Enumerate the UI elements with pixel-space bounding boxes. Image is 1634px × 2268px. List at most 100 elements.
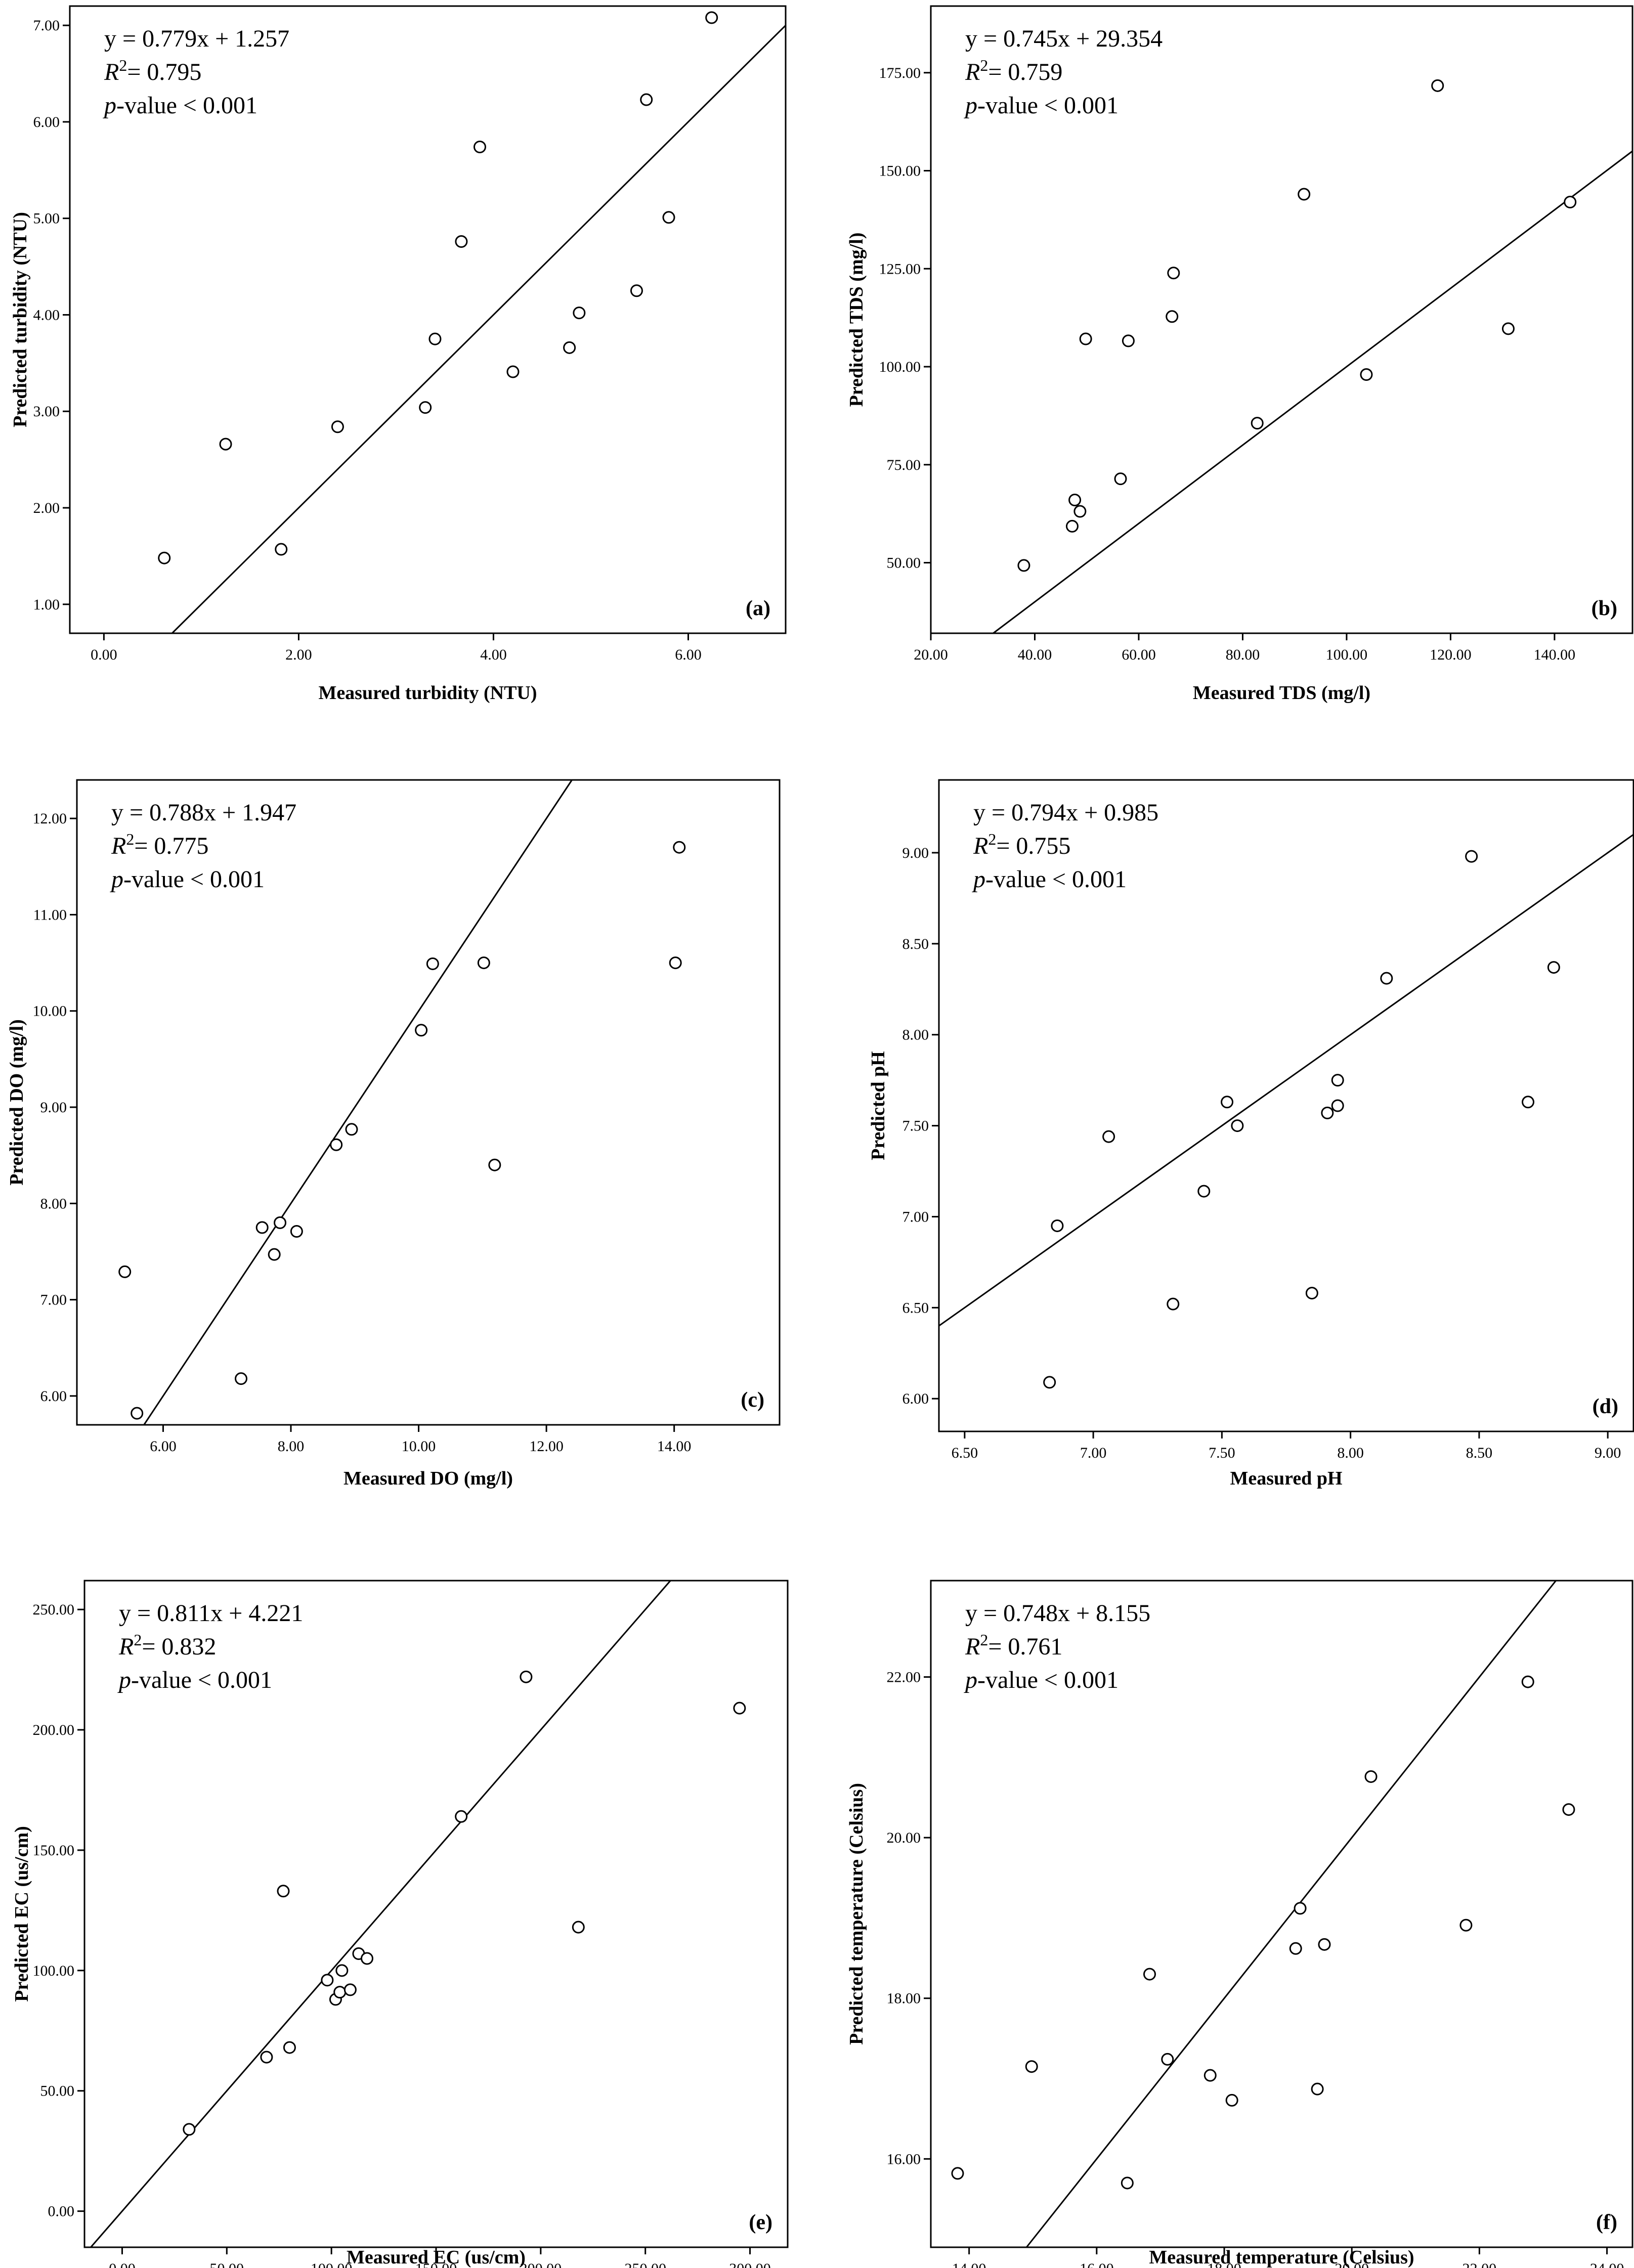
data-point <box>1122 334 1135 347</box>
p-value: p-value < 0.001 <box>964 92 1119 119</box>
y-tick-label: 150.00 <box>879 163 921 180</box>
data-point <box>1318 1938 1331 1951</box>
data-point <box>1321 1106 1334 1119</box>
r-squared-value: = 0.795 <box>127 59 201 85</box>
x-tick-label: 2.00 <box>285 646 312 663</box>
p-value: p-value < 0.001 <box>103 92 257 119</box>
x-tick-label: 80.00 <box>1226 646 1260 663</box>
data-point <box>1547 961 1560 974</box>
r-symbol: R <box>118 1633 134 1660</box>
r-superscript: 2 <box>119 56 127 74</box>
data-point <box>1203 2069 1217 2082</box>
plot-frame <box>938 779 1634 1432</box>
x-tick-label: 20.00 <box>914 646 948 663</box>
data-point <box>1043 1376 1056 1389</box>
data-point <box>333 1986 347 1999</box>
data-point <box>733 1702 746 1715</box>
y-tick-label: 18.00 <box>887 1990 921 2007</box>
x-tick-label: 6.00 <box>675 646 702 663</box>
panel-label: (b) <box>1592 597 1617 620</box>
y-tick-label: 5.00 <box>33 210 60 227</box>
r-superscript: 2 <box>980 1631 988 1649</box>
y-tick-label: 11.00 <box>33 906 67 923</box>
data-point <box>506 365 520 378</box>
data-point <box>1025 2060 1038 2073</box>
data-point <box>1167 267 1180 280</box>
data-point <box>1017 559 1030 572</box>
r-symbol: R <box>973 833 988 859</box>
regression-equation: y = 0.779x + 1.257 <box>104 25 289 52</box>
data-point <box>673 841 686 854</box>
data-point <box>274 1216 287 1229</box>
panel-label: (d) <box>1593 1395 1618 1418</box>
y-tick-label: 2.00 <box>33 500 60 516</box>
p-value-text: -value < 0.001 <box>123 866 265 893</box>
data-point <box>255 1221 269 1234</box>
x-axis-label: Measured pH <box>1230 1468 1342 1489</box>
data-point <box>1522 1096 1535 1109</box>
x-tick-label: 200.00 <box>520 2260 562 2268</box>
x-tick-label: 10.00 <box>402 1438 436 1455</box>
x-tick-label: 250.00 <box>624 2260 666 2268</box>
data-point <box>1121 2176 1134 2190</box>
data-point <box>183 2123 196 2136</box>
r-superscript: 2 <box>134 1631 142 1649</box>
y-tick-label: 6.50 <box>902 1299 929 1316</box>
x-axis-label: Measured DO (mg/l) <box>343 1468 513 1489</box>
data-point <box>426 957 439 970</box>
r-superscript: 2 <box>980 56 988 74</box>
data-point <box>219 438 232 451</box>
data-point <box>1221 1096 1234 1109</box>
y-tick-label: 12.00 <box>33 810 67 827</box>
p-value-text: -value < 0.001 <box>977 1667 1119 1693</box>
data-point <box>1289 1942 1302 1955</box>
p-value-text: -value < 0.001 <box>116 92 257 119</box>
data-point <box>1231 1119 1244 1132</box>
data-point <box>455 1810 468 1823</box>
plot-frame <box>69 5 787 634</box>
y-tick-label: 1.00 <box>33 596 60 613</box>
regression-equation: y = 0.748x + 8.155 <box>965 1600 1150 1627</box>
x-tick-label: 8.00 <box>1337 1445 1364 1461</box>
y-axis-label: Predicted TDS (mg/l) <box>846 233 867 407</box>
data-point <box>1431 79 1444 92</box>
x-tick-label: 20.00 <box>1335 2260 1369 2268</box>
y-tick-label: 6.00 <box>33 114 60 130</box>
p-value-text: -value < 0.001 <box>985 866 1127 893</box>
data-point <box>260 2051 273 2064</box>
p-value-text: -value < 0.001 <box>131 1667 272 1693</box>
x-tick-label: 8.00 <box>278 1438 305 1455</box>
p-value-text: -value < 0.001 <box>977 92 1119 119</box>
r-symbol: R <box>104 59 119 85</box>
data-point <box>1251 417 1264 430</box>
data-point <box>1166 310 1179 323</box>
panel-d: 6.50 7.00 7.50 8.00 8.50 9.00 6.00 6.50 7.00 7.50… <box>868 779 1634 1489</box>
data-point <box>1331 1099 1344 1112</box>
data-point <box>275 543 288 556</box>
data-point <box>1311 2082 1324 2096</box>
y-tick-label: 7.50 <box>902 1118 929 1135</box>
data-point <box>1364 1770 1378 1783</box>
r-squared-value: = 0.755 <box>996 833 1070 859</box>
data-point <box>662 211 675 224</box>
panel-a: 0.00 2.00 4.00 6.00 1.00 2.00 3.00 4.00 5.00 6.00… <box>10 5 787 704</box>
r-squared: R2= 0.832 <box>118 1631 216 1660</box>
x-tick-label: 100.00 <box>1326 646 1368 663</box>
data-point <box>360 1952 373 1965</box>
panel-label: (c) <box>741 1388 764 1412</box>
data-point <box>1161 2053 1174 2066</box>
x-axis-label: Measured temperature (Celsius) <box>1149 2247 1414 2268</box>
y-tick-label: 16.00 <box>887 2151 921 2167</box>
y-tick-label: 150.00 <box>33 1842 75 1859</box>
p-symbol: p <box>964 1667 977 1693</box>
data-point <box>419 401 432 414</box>
data-point <box>331 420 344 433</box>
r-squared-value: = 0.775 <box>134 833 208 859</box>
r-symbol: R <box>111 833 126 859</box>
r-squared-value: = 0.759 <box>988 59 1062 85</box>
x-tick-label: 40.00 <box>1018 646 1052 663</box>
data-point <box>1068 494 1082 506</box>
x-tick-label: 4.00 <box>480 646 507 663</box>
y-tick-label: 7.00 <box>33 17 60 34</box>
y-tick-label: 6.00 <box>40 1388 67 1405</box>
